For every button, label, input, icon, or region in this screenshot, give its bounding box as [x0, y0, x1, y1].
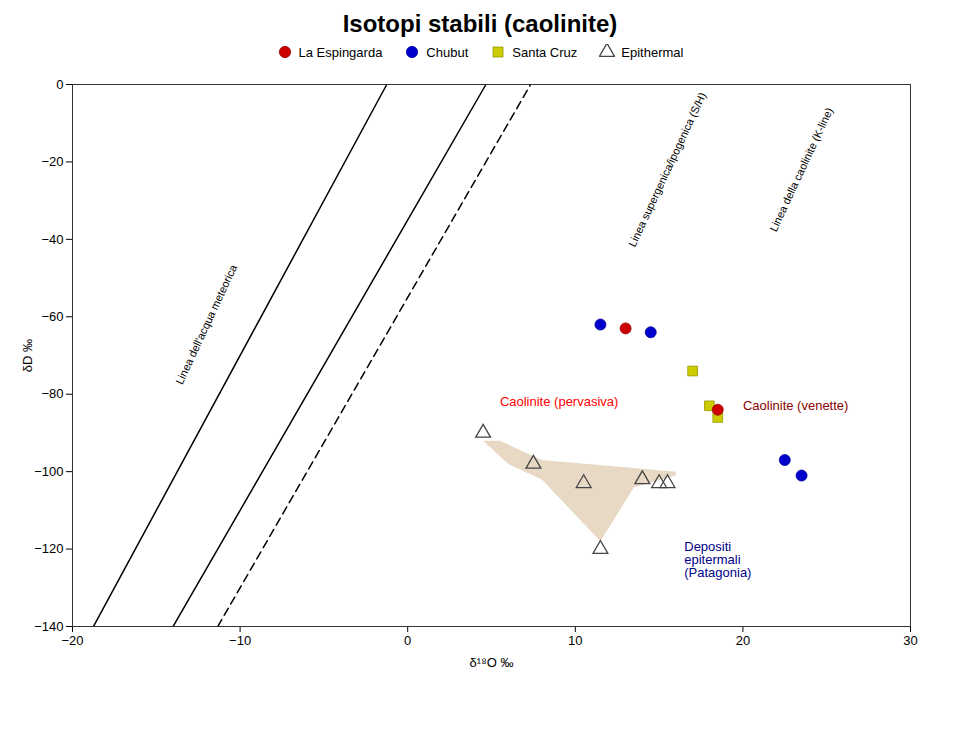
html-text:Isotopi stabili (caolinite): Isotopi stabili (caolinite) — [342, 10, 618, 37]
svg-text:δD ‰: δD ‰ — [20, 339, 35, 372]
svg-text:−140: −140 — [34, 619, 63, 634]
svg-text:20: 20 — [736, 633, 750, 648]
svg-text:Linea supergenica/ipogenica (S: Linea supergenica/ipogenica (S/H) — [626, 90, 708, 248]
svg-text:−20: −20 — [41, 154, 63, 169]
svg-text:Caolinite (venette): Caolinite (venette) — [743, 398, 849, 413]
svg-text:−10: −10 — [229, 633, 251, 648]
html-text:Santa Cruz: Santa Cruz — [512, 44, 578, 60]
svg-text:0: 0 — [56, 77, 63, 92]
svg-text:0: 0 — [404, 633, 411, 648]
svg-text:Caolinite (pervasiva): Caolinite (pervasiva) — [500, 394, 619, 409]
svg-text:−40: −40 — [41, 232, 63, 247]
svg-text:10: 10 — [568, 633, 582, 648]
svg-text:−20: −20 — [61, 633, 83, 648]
svg-text:Depositiepitermali(Patagonia): Depositiepitermali(Patagonia) — [684, 539, 751, 580]
svg-text:Linea dell'acqua meteorica: Linea dell'acqua meteorica — [173, 262, 239, 386]
html-text:La Espingarda: La Espingarda — [298, 44, 383, 60]
html-text:Chubut: Chubut — [426, 44, 469, 60]
svg-text:30: 30 — [903, 633, 917, 648]
svg-text:Linea della caolinite (K-line): Linea della caolinite (K-line) — [767, 106, 835, 234]
svg-text:−120: −120 — [34, 541, 63, 556]
svg-text:−80: −80 — [41, 386, 63, 401]
svg-text:−60: −60 — [41, 309, 63, 324]
svg-text:δ¹⁸O ‰: δ¹⁸O ‰ — [470, 655, 514, 670]
html-text:Epithermal: Epithermal — [621, 44, 684, 60]
svg-text:−100: −100 — [34, 464, 63, 479]
